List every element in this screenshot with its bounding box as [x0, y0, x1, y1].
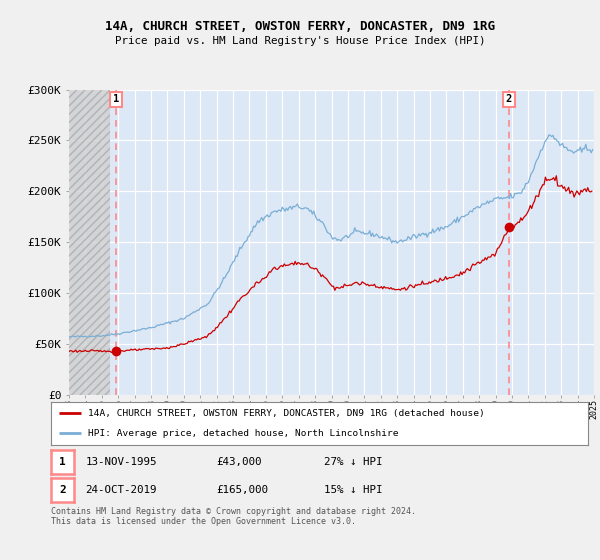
- Text: 1: 1: [59, 457, 66, 466]
- Text: 24-OCT-2019: 24-OCT-2019: [85, 486, 157, 495]
- Text: 15% ↓ HPI: 15% ↓ HPI: [324, 486, 383, 495]
- Text: £165,000: £165,000: [216, 486, 268, 495]
- Text: 13-NOV-1995: 13-NOV-1995: [85, 457, 157, 466]
- Text: Contains HM Land Registry data © Crown copyright and database right 2024.
This d: Contains HM Land Registry data © Crown c…: [51, 507, 416, 526]
- Text: £43,000: £43,000: [216, 457, 262, 466]
- Text: 2: 2: [506, 94, 512, 104]
- Text: 2: 2: [59, 486, 66, 495]
- Text: 1: 1: [113, 94, 119, 104]
- Text: HPI: Average price, detached house, North Lincolnshire: HPI: Average price, detached house, Nort…: [88, 429, 398, 438]
- Text: 27% ↓ HPI: 27% ↓ HPI: [324, 457, 383, 466]
- Bar: [69, 90, 110, 395]
- Text: 14A, CHURCH STREET, OWSTON FERRY, DONCASTER, DN9 1RG: 14A, CHURCH STREET, OWSTON FERRY, DONCAS…: [105, 20, 495, 32]
- Text: Price paid vs. HM Land Registry's House Price Index (HPI): Price paid vs. HM Land Registry's House …: [115, 36, 485, 46]
- Text: 14A, CHURCH STREET, OWSTON FERRY, DONCASTER, DN9 1RG (detached house): 14A, CHURCH STREET, OWSTON FERRY, DONCAS…: [88, 409, 484, 418]
